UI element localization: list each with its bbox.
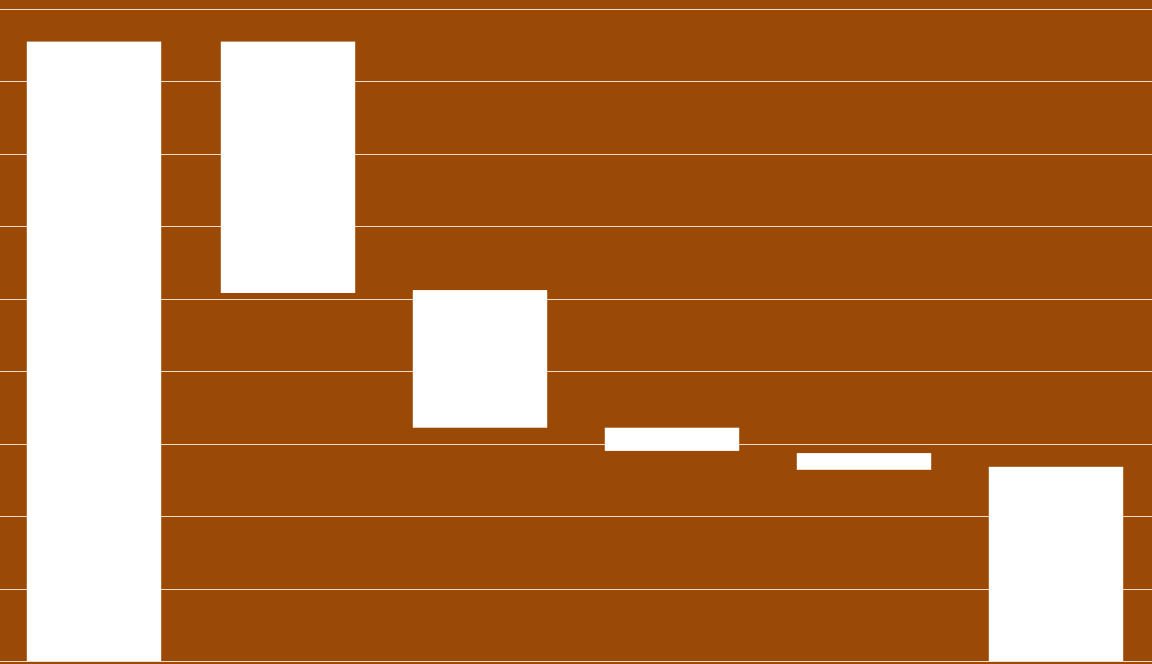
bar-4 bbox=[604, 427, 740, 451]
bar-5 bbox=[796, 453, 932, 470]
bar-2 bbox=[220, 41, 356, 293]
bar-1 bbox=[26, 41, 162, 662]
bar-6 bbox=[988, 466, 1124, 661]
bars bbox=[26, 41, 1124, 662]
gridlines bbox=[0, 9, 1152, 662]
bar-3 bbox=[412, 290, 548, 428]
